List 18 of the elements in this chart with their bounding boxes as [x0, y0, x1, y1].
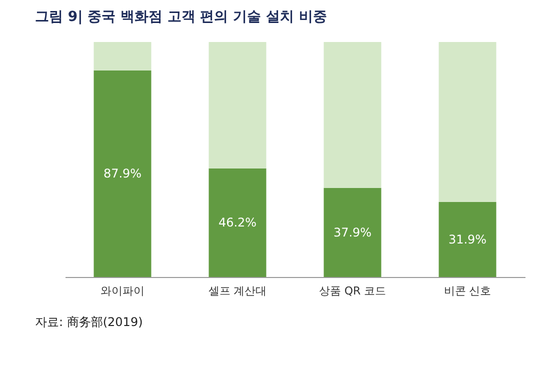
bar — [94, 70, 152, 277]
chart-title: 그림 9| 중국 백화점 고객 편의 기술 설치 비중 — [35, 9, 327, 25]
data-label: 87.9% — [103, 166, 142, 181]
bar — [438, 42, 496, 202]
bar — [438, 202, 496, 277]
data-label: 31.9% — [448, 232, 487, 247]
x-tick-label: 비콘 신호 — [444, 284, 492, 298]
text: 자료: 商务部(2019) — [35, 315, 143, 329]
bar — [324, 42, 382, 188]
bar — [208, 42, 266, 168]
bar — [324, 188, 382, 277]
x-tick-label: 와이파이 — [100, 284, 144, 298]
x-tick-label: 상품 QR 코드 — [318, 284, 386, 298]
bar — [94, 42, 152, 70]
x-tick-label: 셀프 계산대 — [208, 284, 267, 298]
data-label: 46.2% — [218, 216, 257, 230]
data-label: 37.9% — [333, 225, 372, 240]
bar — [208, 168, 266, 277]
